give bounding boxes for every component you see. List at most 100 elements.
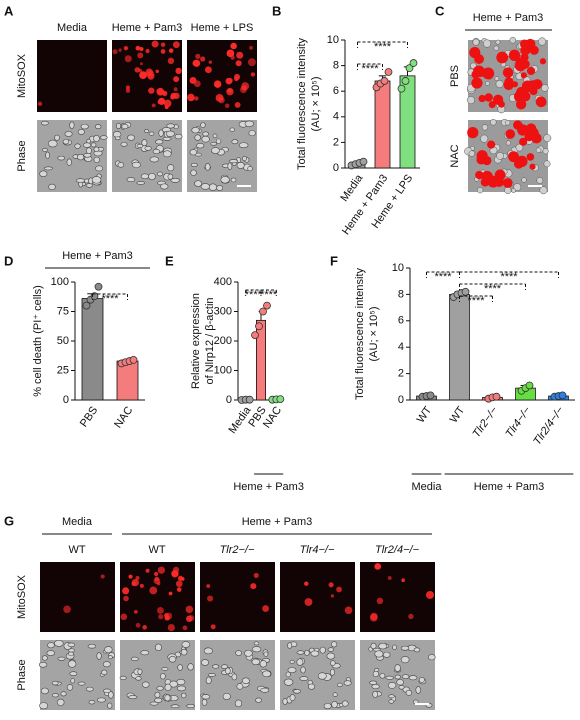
cell-signal — [478, 94, 486, 103]
cell — [77, 681, 86, 686]
cell-signal — [304, 598, 313, 606]
cell — [296, 658, 304, 666]
cell-signal — [376, 597, 384, 605]
panel-label: G — [4, 513, 14, 528]
data-point — [251, 331, 259, 340]
cell — [104, 646, 113, 654]
cell-signal — [173, 76, 180, 83]
cell-signal — [151, 40, 159, 48]
cell — [509, 36, 517, 44]
cell — [415, 686, 421, 694]
y-tick-label: 2 — [398, 368, 404, 380]
cell — [154, 697, 163, 703]
cell — [120, 142, 128, 147]
cell — [68, 651, 74, 657]
cell — [482, 39, 492, 48]
cell — [102, 661, 111, 668]
cell-signal — [170, 94, 175, 100]
cell-signal — [134, 610, 138, 614]
cell-signal — [134, 67, 141, 73]
cell-signal — [139, 46, 144, 52]
cell — [93, 146, 100, 152]
cell-signal — [520, 91, 531, 102]
y-tick-label: 50 — [57, 335, 69, 347]
cell — [186, 704, 195, 709]
column-label: Heme + LPS — [191, 22, 254, 34]
cell — [190, 162, 198, 167]
cell — [400, 645, 410, 651]
cell — [504, 119, 511, 126]
cell — [413, 647, 421, 653]
x-tick-label: Tlr2/4−/− — [531, 404, 566, 447]
row-label: Phase — [16, 659, 28, 690]
cell — [165, 130, 175, 137]
cell — [371, 684, 380, 690]
cell — [140, 173, 150, 180]
y-tick-label: 0 — [63, 394, 69, 406]
cell — [51, 693, 59, 698]
cell — [405, 689, 413, 696]
cell — [60, 691, 67, 697]
cell-signal — [155, 69, 159, 74]
cell — [51, 680, 59, 686]
micrograph — [40, 562, 115, 632]
cell-signal — [128, 574, 133, 579]
cell — [107, 655, 113, 660]
cell — [86, 147, 92, 154]
significance-label: **** — [467, 295, 485, 307]
column-label: Tlr2−/− — [220, 544, 255, 556]
cell — [94, 124, 102, 130]
cell-signal — [508, 151, 519, 163]
cell — [191, 126, 200, 134]
y-tick-label: 8 — [333, 60, 339, 72]
cell — [263, 651, 269, 657]
group-label: Heme + Pam3 — [474, 481, 545, 493]
x-tick-label: NAC — [112, 404, 135, 430]
cell-signal — [182, 625, 188, 631]
cell-signal — [157, 566, 165, 574]
cell — [102, 688, 112, 693]
cell — [394, 664, 401, 672]
cell-signal — [234, 101, 241, 108]
cell — [299, 676, 309, 681]
cell — [378, 642, 388, 650]
y-tick-label: 0 — [398, 394, 404, 406]
cell — [493, 45, 499, 51]
column-label: Media — [57, 22, 88, 34]
cell-signal — [215, 93, 224, 102]
column-label: Heme + Pam3 — [112, 22, 183, 34]
cell — [66, 158, 72, 166]
cell-signal — [153, 577, 161, 585]
x-tick-label: Tlr4−/− — [504, 404, 534, 440]
cell — [174, 133, 183, 140]
cell — [248, 130, 256, 137]
bar — [374, 80, 391, 169]
cell — [177, 664, 183, 671]
cell-signal — [185, 605, 194, 614]
cell-signal — [496, 51, 509, 64]
cell-signal — [236, 51, 244, 59]
cell — [201, 698, 208, 706]
cell — [91, 176, 102, 184]
cell — [485, 81, 490, 86]
cell — [168, 655, 177, 663]
cell — [164, 694, 171, 702]
panel-label: B — [272, 3, 281, 18]
cell — [231, 673, 238, 681]
y-axis-label: (AU; × 10⁵) — [310, 77, 322, 132]
cell — [95, 165, 103, 172]
data-point — [384, 68, 393, 76]
cell-signal — [529, 45, 539, 55]
column-label: Tlr2/4−/− — [375, 544, 420, 556]
y-tick-label: 100 — [51, 276, 69, 288]
cell — [387, 681, 397, 689]
cell-signal — [192, 60, 199, 67]
y-tick-label: 10 — [327, 34, 339, 46]
cell — [283, 678, 294, 686]
cell — [222, 692, 231, 700]
cell — [40, 687, 49, 695]
cell — [236, 161, 245, 169]
cell — [251, 646, 262, 653]
cell-signal — [467, 127, 479, 139]
cell-signal — [344, 606, 353, 615]
